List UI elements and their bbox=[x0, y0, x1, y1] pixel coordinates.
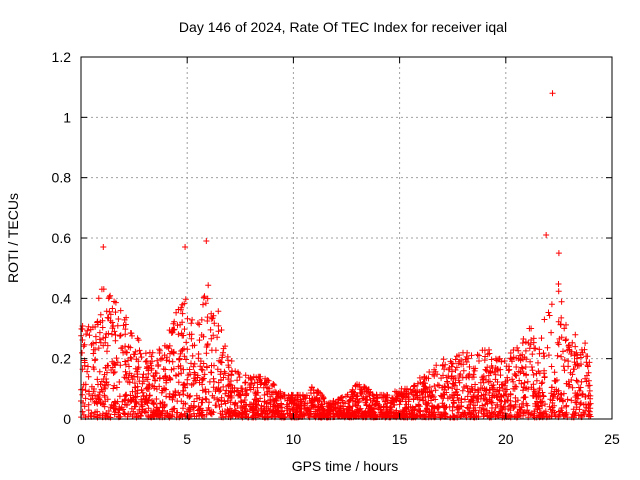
x-tick-label: 15 bbox=[392, 431, 408, 447]
roti-outlier-point bbox=[555, 250, 562, 257]
data-points bbox=[78, 90, 594, 421]
y-tick-label: 0.4 bbox=[52, 290, 72, 306]
chart-title: Day 146 of 2024, Rate Of TEC Index for r… bbox=[179, 19, 507, 35]
y-tick-label: 0 bbox=[63, 411, 71, 427]
roti-outlier-point bbox=[543, 231, 550, 238]
roti-point-cloud bbox=[78, 281, 594, 421]
x-axis-label: GPS time / hours bbox=[292, 458, 399, 474]
x-tick-label: 25 bbox=[604, 431, 620, 447]
y-tick-label: 0.2 bbox=[52, 351, 72, 367]
x-tick-label: 0 bbox=[77, 431, 85, 447]
roti-outlier-point bbox=[182, 244, 189, 251]
roti-outlier-point bbox=[549, 90, 556, 97]
y-tick-label: 0.8 bbox=[52, 170, 72, 186]
y-tick-label: 1.2 bbox=[52, 49, 72, 65]
x-tick-label: 5 bbox=[183, 431, 191, 447]
x-axis-ticks: 0 5 10 15 20 25 bbox=[77, 57, 620, 447]
roti-outlier-point bbox=[100, 244, 107, 251]
roti-outlier-point bbox=[203, 238, 210, 245]
x-tick-label: 10 bbox=[286, 431, 302, 447]
y-tick-label: 0.6 bbox=[52, 230, 72, 246]
y-tick-label: 1 bbox=[63, 109, 71, 125]
x-tick-label: 20 bbox=[498, 431, 514, 447]
y-axis-ticks: 0 0.2 0.4 0.6 0.8 1 1.2 bbox=[52, 49, 612, 427]
y-axis-label: ROTI / TECUs bbox=[5, 193, 21, 283]
grid-lines bbox=[81, 57, 612, 419]
